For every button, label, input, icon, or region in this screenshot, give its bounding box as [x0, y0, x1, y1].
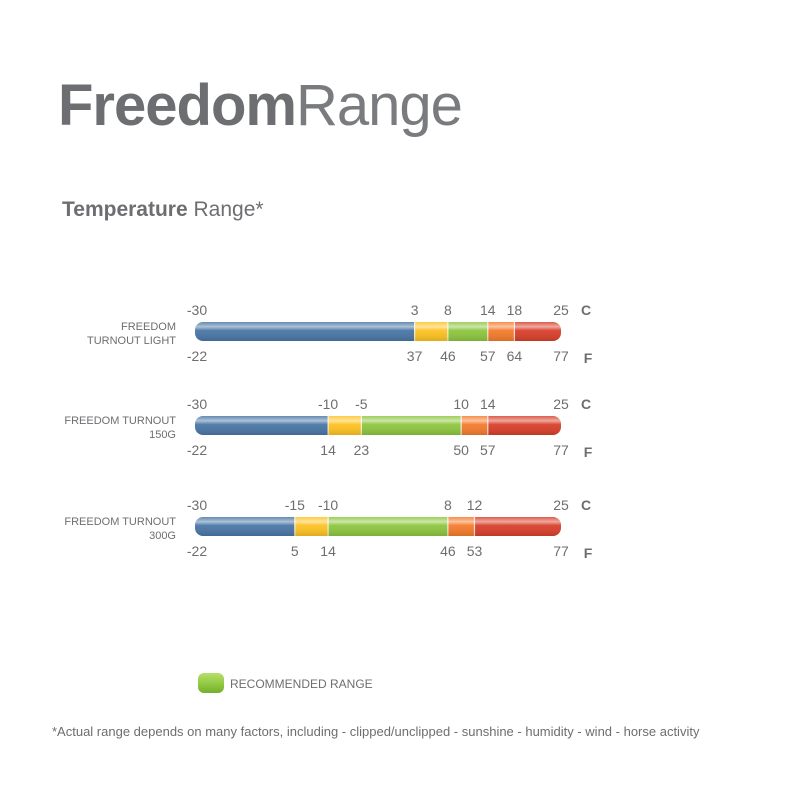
- unit-f-label: F: [584, 444, 593, 460]
- fahrenheit-tick-label: 57: [480, 348, 496, 364]
- fahrenheit-tick-label: 57: [480, 442, 496, 458]
- row-label: TURNOUT LIGHT: [87, 335, 176, 347]
- unit-c-label: C: [581, 396, 591, 412]
- unit-c-label: C: [581, 497, 591, 513]
- footnote: *Actual range depends on many factors, i…: [52, 724, 700, 739]
- fahrenheit-tick-label: 77: [553, 348, 569, 364]
- chart-subtitle: Temperature Range*: [62, 198, 264, 222]
- celsius-tick-label: -30: [187, 396, 207, 412]
- unit-f-label: F: [584, 350, 593, 366]
- fahrenheit-tick-label: 53: [467, 543, 483, 559]
- title-bold: Freedom: [58, 73, 297, 138]
- celsius-tick-label: -10: [318, 497, 338, 513]
- celsius-tick-label: -30: [187, 302, 207, 318]
- range-row: FREEDOM TURNOUT 150G -30 -10 -5 10 14 25 -22 14 23…: [64, 396, 592, 460]
- celsius-tick-label: 18: [507, 302, 523, 318]
- fahrenheit-tick-label: 50: [453, 442, 469, 458]
- row-label: FREEDOM TURNOUT: [64, 415, 176, 427]
- celsius-tick-label: 25: [553, 497, 569, 513]
- celsius-tick-label: -5: [355, 396, 368, 412]
- celsius-tick-label: 8: [444, 302, 452, 318]
- title-light: Range: [295, 73, 463, 138]
- fahrenheit-tick-label: 77: [553, 442, 569, 458]
- celsius-tick-label: 25: [553, 302, 569, 318]
- legend-swatch: [198, 673, 224, 693]
- celsius-tick-label: 14: [480, 302, 496, 318]
- subtitle-bold: Temperature: [62, 198, 188, 221]
- unit-f-label: F: [584, 545, 593, 561]
- fahrenheit-tick-label: 46: [440, 348, 456, 364]
- celsius-tick-label: -30: [187, 497, 207, 513]
- celsius-tick-label: 8: [444, 497, 452, 513]
- fahrenheit-tick-label: 46: [440, 543, 456, 559]
- row-label: FREEDOM: [121, 321, 176, 333]
- fahrenheit-tick-label: 77: [553, 543, 569, 559]
- fahrenheit-tick-label: 14: [320, 543, 336, 559]
- celsius-tick-label: 10: [453, 396, 469, 412]
- fahrenheit-tick-label: 5: [291, 543, 299, 559]
- celsius-tick-label: 3: [411, 302, 419, 318]
- celsius-tick-label: -10: [318, 396, 338, 412]
- subtitle-light: Range*: [187, 198, 264, 221]
- fahrenheit-tick-label: 64: [507, 348, 523, 364]
- fahrenheit-tick-label: -22: [187, 442, 207, 458]
- row-label: 150G: [149, 429, 176, 441]
- fahrenheit-tick-label: 14: [320, 442, 336, 458]
- row-label: 300G: [149, 530, 176, 542]
- range-row: FREEDOM TURNOUT 300G -30 -15 -10 8 12 25 -22 5 14 4…: [64, 497, 592, 561]
- fahrenheit-tick-label: -22: [187, 543, 207, 559]
- fahrenheit-tick-label: 37: [407, 348, 423, 364]
- fahrenheit-tick-label: 23: [354, 442, 370, 458]
- legend-label: RECOMMENDED RANGE: [230, 677, 373, 691]
- celsius-tick-label: 12: [467, 497, 483, 513]
- celsius-tick-label: 25: [553, 396, 569, 412]
- unit-c-label: C: [581, 302, 591, 318]
- range-row: FREEDOM TURNOUT LIGHT -30 3 8 14 18 25 -22 37 46 57…: [87, 302, 593, 366]
- celsius-tick-label: 14: [480, 396, 496, 412]
- page-title: FreedomRange: [58, 72, 463, 139]
- fahrenheit-tick-label: -22: [187, 348, 207, 364]
- row-label: FREEDOM TURNOUT: [64, 516, 176, 528]
- celsius-tick-label: -15: [285, 497, 305, 513]
